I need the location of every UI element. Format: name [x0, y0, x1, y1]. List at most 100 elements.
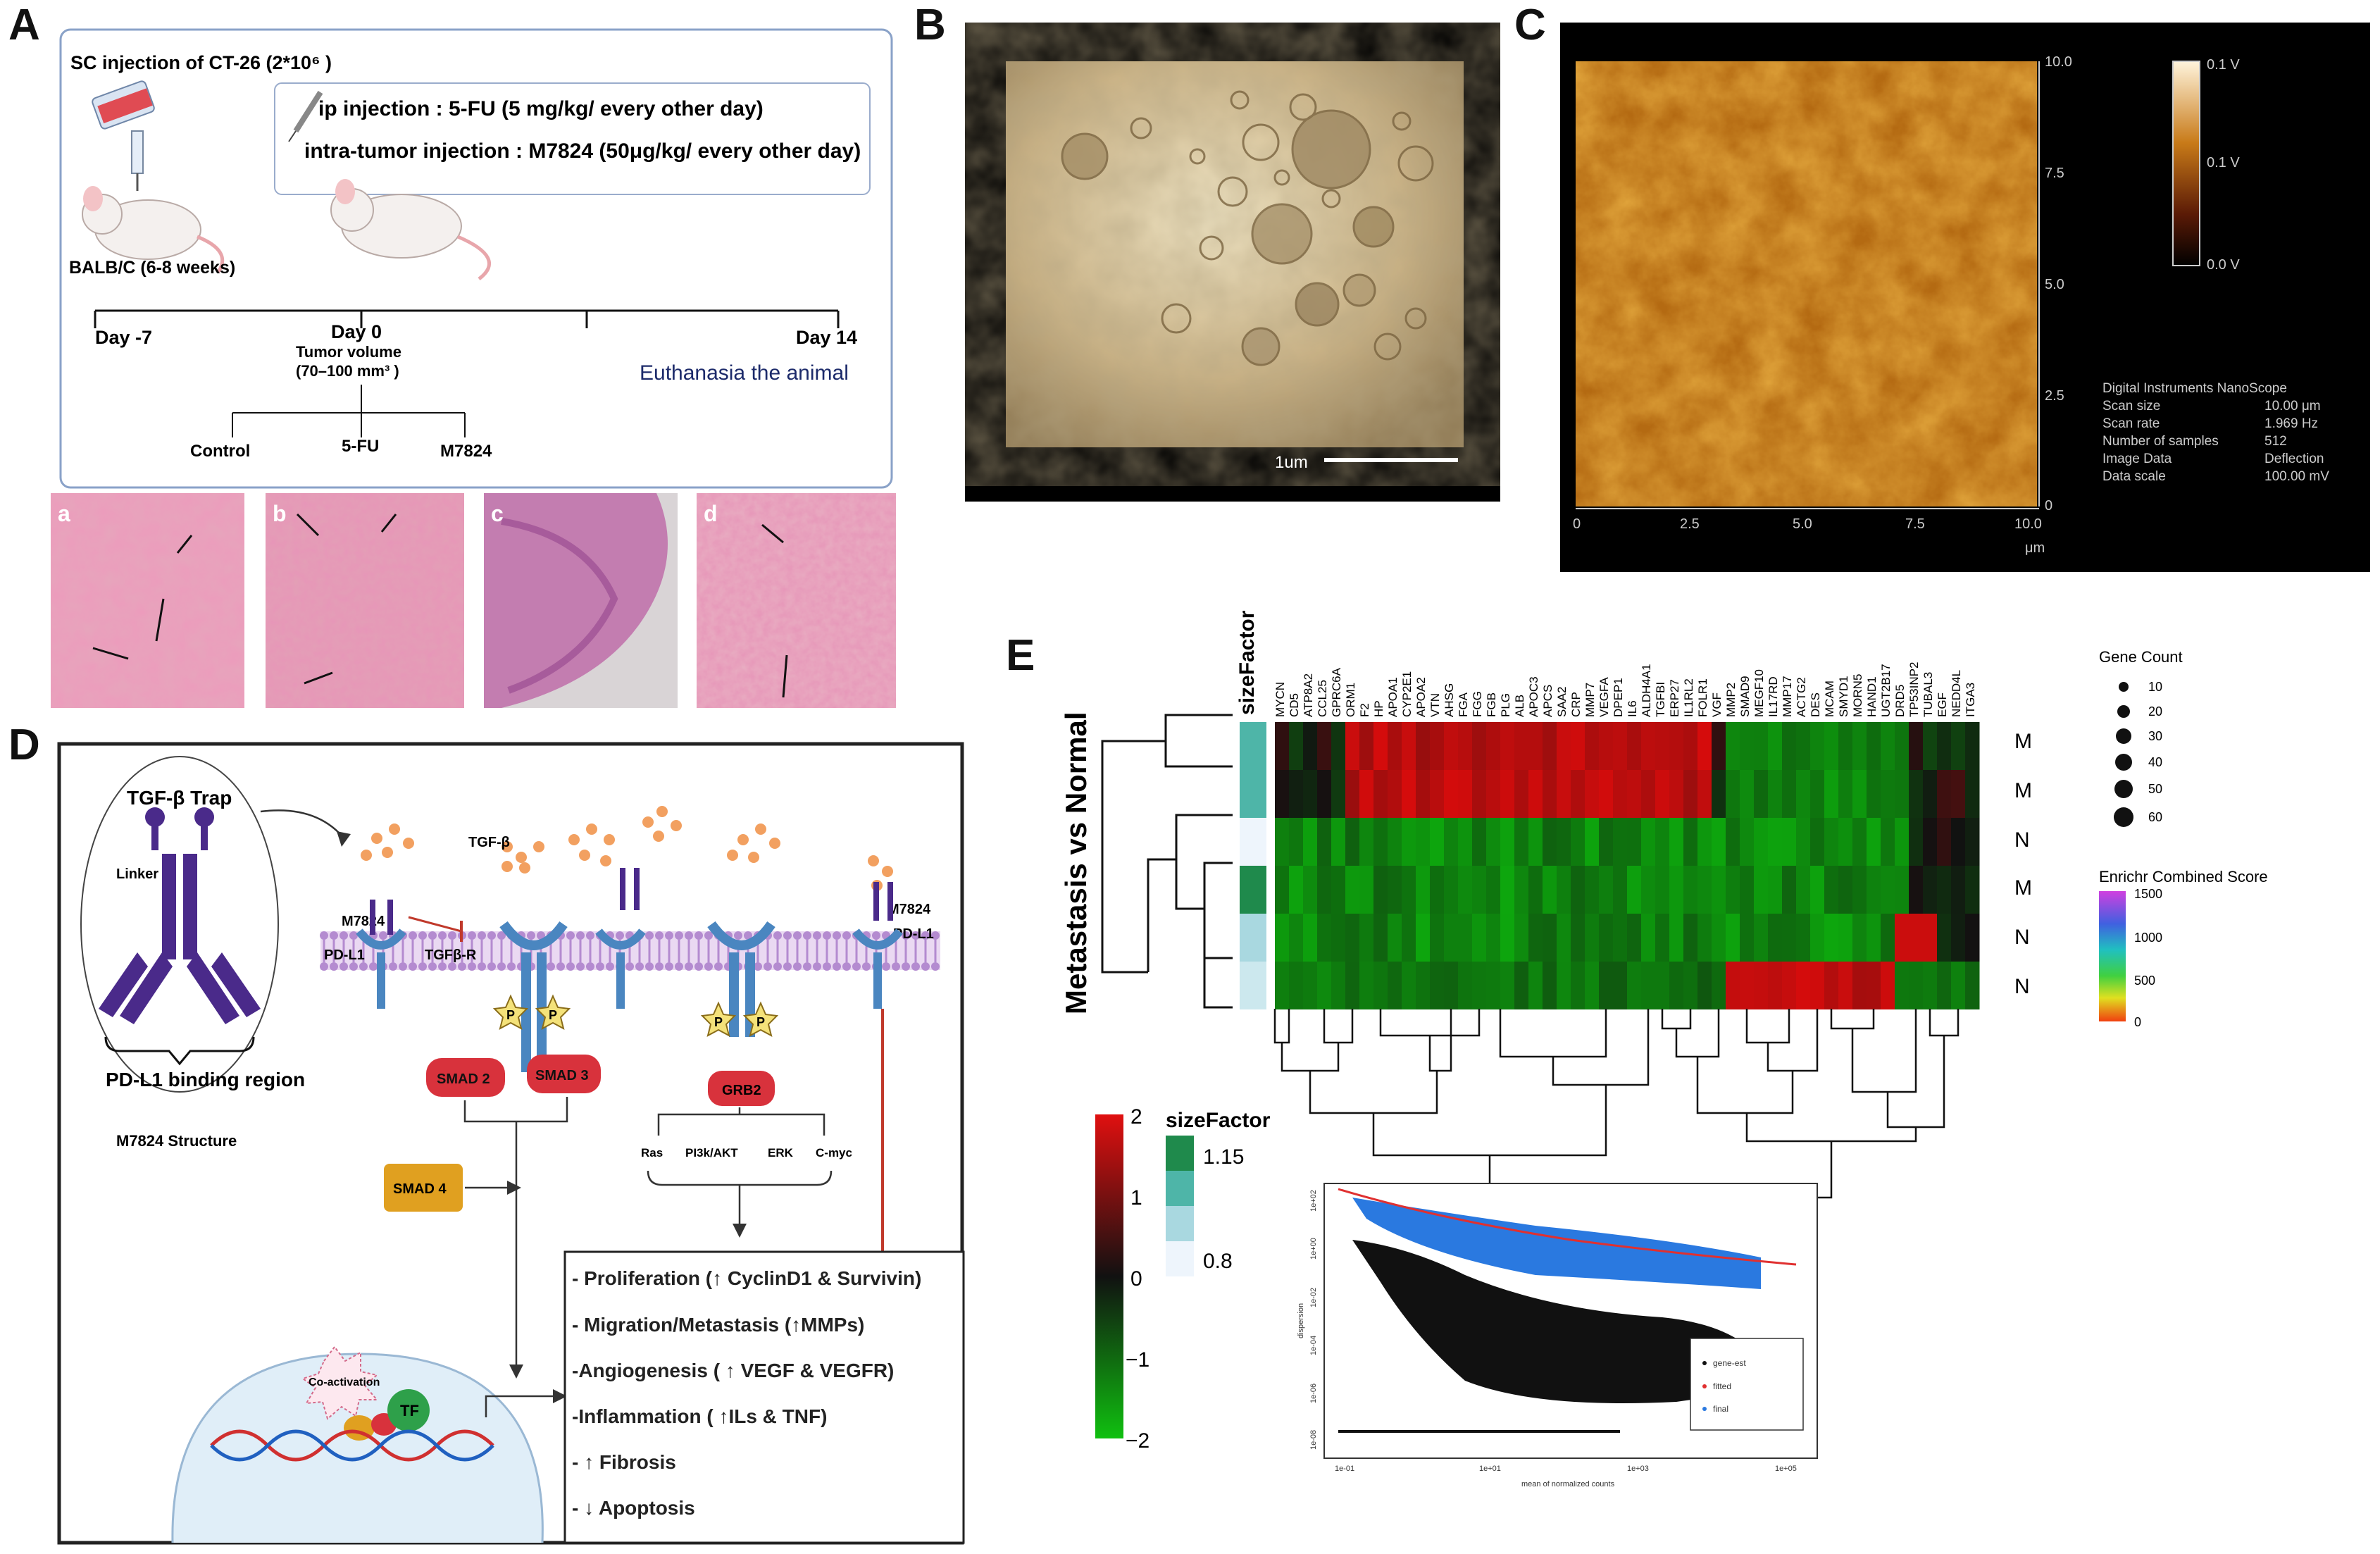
svg-text:Image Data: Image Data	[2102, 452, 2172, 466]
heatmap-cell	[1599, 914, 1614, 962]
gene-label: MORN5	[1851, 674, 1864, 717]
heatmap-cell	[1909, 866, 1924, 914]
panel-a-schematic: SC injection of CT-26 (2*10⁶ ) BALB/C (6…	[59, 28, 893, 489]
heatmap-cell	[1881, 914, 1895, 962]
svg-text:c: c	[491, 501, 504, 526]
svg-text:500: 500	[2134, 974, 2155, 988]
svg-text:1e+02: 1e+02	[1309, 1190, 1318, 1212]
heatmap-cell	[1557, 866, 1571, 914]
heatmap-cell	[1881, 818, 1895, 866]
m7824-left-label: M7824	[342, 914, 385, 929]
heatmap-cell	[1697, 866, 1712, 914]
heatmap-cell	[1416, 770, 1431, 818]
heatmap-cell	[1965, 818, 1980, 866]
panel-label-e: E	[1006, 631, 1035, 680]
gene-count-title: Gene Count	[2099, 648, 2183, 666]
heatmap-cell	[1697, 914, 1712, 962]
heatmap-cell	[1937, 770, 1952, 818]
dna-helix	[210, 1429, 494, 1462]
heatmap-cell	[1275, 914, 1290, 962]
gene-label: DRD5	[1893, 685, 1907, 717]
afm-y-ticks: 10.0 7.5 5.0 2.5 0	[2045, 54, 2072, 514]
svg-text:ERK: ERK	[768, 1146, 794, 1160]
heatmap-cell	[1740, 866, 1755, 914]
svg-text:1e+00: 1e+00	[1309, 1238, 1318, 1260]
heatmap-cell	[1528, 770, 1543, 818]
panel-label-a: A	[8, 1, 40, 49]
heatmap-cell	[1416, 722, 1431, 770]
heatmap-cell	[1359, 914, 1374, 962]
heatmap-cell	[1951, 866, 1966, 914]
heatmap-cell	[1852, 914, 1867, 962]
day0-label: Day 0	[331, 321, 382, 342]
heatmap-cell	[1627, 962, 1642, 1009]
heatmap-cell	[1726, 818, 1740, 866]
svg-text:1e-02: 1e-02	[1309, 1288, 1318, 1307]
heatmap-cell	[1669, 770, 1684, 818]
heatmap-cell	[1444, 770, 1459, 818]
heatmap-cell	[1754, 866, 1769, 914]
heatmap-cell	[1472, 770, 1487, 818]
heatmap-cell	[1909, 722, 1924, 770]
gene-label: FOLR1	[1696, 678, 1709, 717]
heatmap-cell	[1331, 914, 1346, 962]
heatmap-cell	[1486, 818, 1501, 866]
heatmap-cell	[1895, 818, 1909, 866]
heatmap-cell	[1557, 722, 1571, 770]
ip-injection-text: ip injection : 5-FU (5 mg/kg/ every othe…	[318, 97, 764, 120]
gene-label: HAND1	[1865, 676, 1879, 717]
panel-label-b: B	[914, 1, 946, 49]
svg-text:b: b	[273, 501, 287, 526]
svg-text:0: 0	[2134, 1015, 2141, 1029]
heatmap-cell	[1697, 770, 1712, 818]
heatmap-cell	[1585, 722, 1600, 770]
heatmap-cell	[1867, 722, 1881, 770]
gene-label: CYP2E1	[1400, 671, 1414, 717]
svg-text:final: final	[1713, 1404, 1728, 1414]
gene-label: MMP17	[1781, 676, 1794, 717]
heatmap-cell	[1472, 818, 1487, 866]
svg-text:GRB2: GRB2	[722, 1083, 761, 1098]
gene-label: NEDD4L	[1950, 670, 1963, 717]
heatmap-cell	[1345, 962, 1360, 1009]
tgfb-label: TGF-β	[468, 835, 510, 850]
heatmap-cell	[1641, 866, 1656, 914]
heatmap-cell	[1824, 962, 1839, 1009]
svg-text:PI3k/AKT: PI3k/AKT	[685, 1146, 738, 1160]
heatmap-cell	[1458, 962, 1473, 1009]
svg-text:P: P	[549, 1008, 557, 1022]
heatmap-cell	[1359, 722, 1374, 770]
heatmap-cell	[1810, 914, 1825, 962]
heatmap-cell	[1528, 722, 1543, 770]
heatmap-cell	[1402, 962, 1416, 1009]
heatmap-cell	[1796, 866, 1811, 914]
heatmap-cell	[1472, 914, 1487, 962]
heatmap-cell	[1754, 818, 1769, 866]
heatmap-cell	[1965, 962, 1980, 1009]
heatmap-cell	[1571, 722, 1585, 770]
pdl1-binding-label: PD-L1 binding region	[106, 1069, 305, 1090]
heatmap-cell	[1937, 722, 1952, 770]
heatmap-cell	[1782, 914, 1797, 962]
heatmap-cell	[1613, 722, 1628, 770]
heatmap-cell	[1472, 962, 1487, 1009]
tgfbr-label: TGFβ-R	[425, 947, 477, 963]
heatmap-cell	[1867, 818, 1881, 866]
heatmap-cell	[1331, 818, 1346, 866]
heatmap-cell	[1683, 722, 1698, 770]
heatmap-cell	[1641, 962, 1656, 1009]
heatmap-cell	[1528, 914, 1543, 962]
heatmap-cell	[1444, 722, 1459, 770]
svg-text:Digital Instruments NanoScope: Digital Instruments NanoScope	[2102, 381, 2287, 396]
gene-label: CRP	[1569, 692, 1583, 717]
heatmap-cell	[1500, 866, 1515, 914]
heatmap-cell	[1782, 770, 1797, 818]
mouse-strain-text: BALB/C (6-8 weeks)	[69, 258, 235, 278]
heatmap-cell	[1430, 722, 1445, 770]
row-labels: M M N M N N	[2014, 730, 2032, 998]
svg-text:gene-est: gene-est	[1713, 1358, 1746, 1368]
sc-injection-text: SC injection of CT-26 (2*10⁶ )	[70, 52, 332, 73]
heatmap-cell	[1697, 962, 1712, 1009]
svg-text:M: M	[2014, 876, 2032, 900]
gene-label: TP53INP2	[1907, 662, 1921, 717]
